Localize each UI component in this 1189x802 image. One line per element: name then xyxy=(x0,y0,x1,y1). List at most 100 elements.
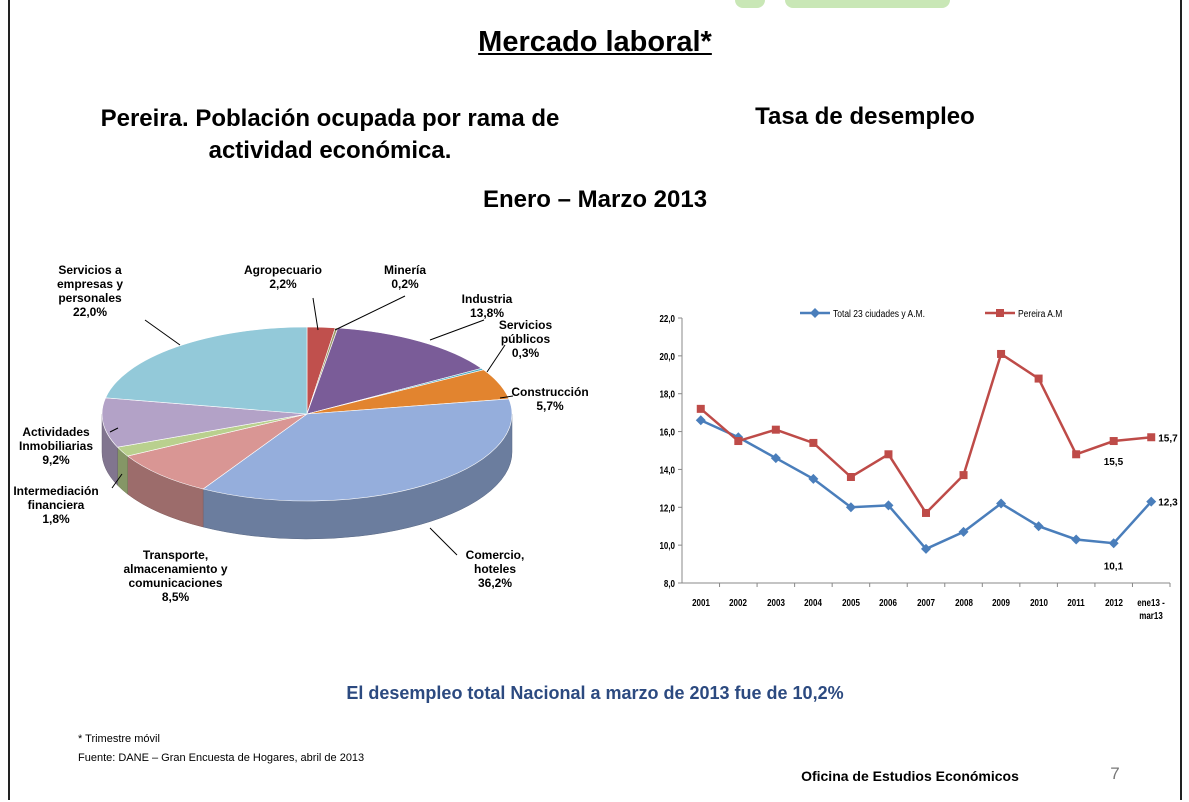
pie-label: Industria xyxy=(461,292,513,306)
point xyxy=(883,500,894,511)
legend-marker xyxy=(996,309,1004,317)
point xyxy=(959,471,968,480)
x-tick-label: 2006 xyxy=(879,598,898,609)
legend-label: Pereira A.M xyxy=(1018,308,1062,319)
point xyxy=(771,425,780,434)
pie-value-label: 9,2% xyxy=(42,453,70,467)
decor xyxy=(785,0,950,8)
pie-value-label: 22,0% xyxy=(72,305,108,319)
x-tick-label: 2005 xyxy=(842,598,860,609)
pie-slice xyxy=(105,326,308,415)
series-line xyxy=(699,352,1152,515)
leader-line xyxy=(111,473,123,489)
pie-label: Actividades Inmobiliarias xyxy=(18,425,94,453)
point xyxy=(958,526,969,537)
pie-value-label: 0,3% xyxy=(511,346,540,360)
pie-slice xyxy=(126,413,308,490)
x-tick-label: 2002 xyxy=(729,598,748,609)
source: Fuente: DANE – Gran Encuesta de Hogares,… xyxy=(78,752,365,764)
pie-title: Pereira. Población ocupada por rama de a… xyxy=(100,105,560,164)
value-label: 15,5 xyxy=(1104,457,1124,468)
point xyxy=(809,438,818,447)
point xyxy=(808,473,819,484)
leader-line xyxy=(429,319,485,341)
point xyxy=(1146,496,1157,507)
slide-frame xyxy=(8,0,1182,800)
point xyxy=(997,349,1006,358)
point xyxy=(695,415,706,426)
point xyxy=(696,404,705,413)
pie-value-label: 8,5% xyxy=(161,590,190,604)
leader-line xyxy=(499,395,514,399)
point xyxy=(1071,534,1082,545)
y-tick-label: 22,0 xyxy=(659,313,675,324)
period: Enero – Marzo 2013 xyxy=(482,186,708,213)
point xyxy=(1034,374,1043,383)
point xyxy=(1108,538,1119,549)
pie-value-label: 13,8% xyxy=(469,306,505,320)
pie-value-label: 0,2% xyxy=(391,277,419,291)
y-tick-label: 8,0 xyxy=(664,578,675,589)
leader-line xyxy=(486,344,506,373)
x-tick-label: 2011 xyxy=(1067,598,1085,609)
point xyxy=(845,502,856,513)
leader-line xyxy=(312,297,319,331)
pie-slice xyxy=(306,327,483,415)
x-tick-label: 2004 xyxy=(804,598,823,609)
legend-label: Total 23 ciudades y A.M. xyxy=(833,308,925,319)
x-tick-label: 2003 xyxy=(766,598,785,609)
series-line xyxy=(700,419,1153,551)
pie-label: Comercio, hoteles xyxy=(465,548,525,576)
y-tick-label: 14,0 xyxy=(659,465,675,476)
value-label: 10,1 xyxy=(1104,561,1124,572)
y-tick-label: 20,0 xyxy=(659,351,675,362)
x-tick-label: 2007 xyxy=(917,598,935,609)
value-label: 12,3 xyxy=(1158,498,1178,509)
pie-label: Transporte, almacenamiento y comunicacio… xyxy=(123,548,228,590)
point xyxy=(996,498,1007,509)
point xyxy=(846,473,855,481)
pie-value-label: 36,2% xyxy=(477,576,513,590)
point xyxy=(921,543,931,554)
pie-label: Servicios públicos xyxy=(498,318,553,346)
point xyxy=(1109,437,1118,446)
slide-title: Mercado laboral* xyxy=(478,26,712,58)
pie-label: Agropecuario xyxy=(243,263,322,277)
office: Oficina de Estudios Económicos xyxy=(801,768,1019,784)
legend-marker xyxy=(810,308,820,318)
pie-label: Servicios a empresas y personales xyxy=(56,263,124,305)
page-number: 7 xyxy=(1110,764,1120,783)
pie-value-label: 1,8% xyxy=(42,512,70,526)
line-title: Tasa de desempleo xyxy=(755,103,975,130)
point xyxy=(734,437,743,446)
x-tick-label: 2008 xyxy=(954,598,973,609)
x-tick-label: 2009 xyxy=(992,598,1010,609)
point xyxy=(1033,521,1044,532)
x-tick-label: 2010 xyxy=(1029,598,1048,609)
point xyxy=(884,450,893,459)
x-tick-label: 2012 xyxy=(1104,598,1123,609)
pie-label: Intermediación financiera xyxy=(13,484,99,512)
value-label: 15,7 xyxy=(1158,433,1178,444)
pie-value-label: 2,2% xyxy=(269,277,297,291)
pie-value-label: 5,7% xyxy=(536,399,564,413)
x-tick-label: ene13 - mar13 xyxy=(1137,598,1166,622)
point xyxy=(770,453,781,464)
highlight: El desempleo total Nacional a marzo de 2… xyxy=(346,683,844,703)
pie-slice xyxy=(202,398,513,502)
footnote: * Trimestre móvil xyxy=(78,733,160,745)
pie-label: Minería xyxy=(383,263,426,277)
pie-label: Construcción xyxy=(511,385,589,399)
x-tick-label: 2001 xyxy=(691,598,710,609)
leader-line xyxy=(144,319,181,346)
y-tick-label: 12,0 xyxy=(659,502,675,513)
y-tick-label: 10,0 xyxy=(659,540,675,551)
y-tick-label: 18,0 xyxy=(659,389,675,400)
decor xyxy=(735,0,765,8)
leader-line xyxy=(109,427,119,433)
point xyxy=(1072,450,1081,459)
leader-line xyxy=(334,295,406,331)
leader-line xyxy=(429,527,458,556)
